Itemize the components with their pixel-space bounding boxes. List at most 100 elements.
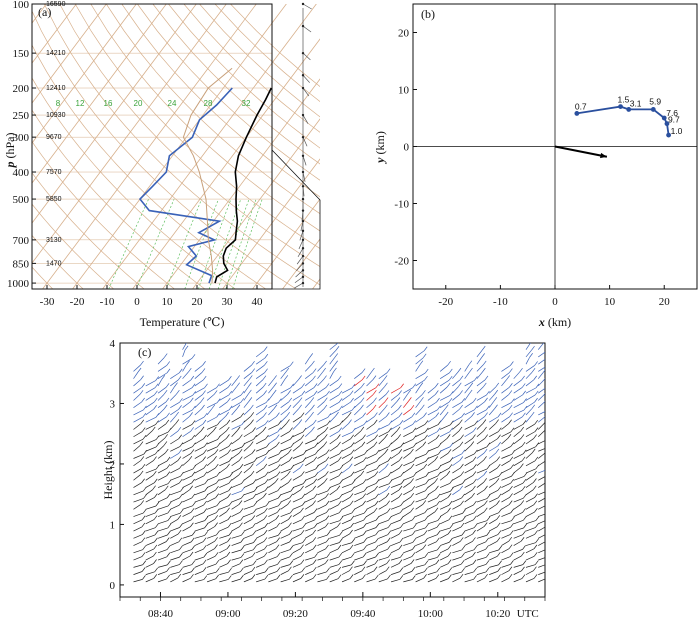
skewt-y-tick-label: 200 [13, 83, 30, 95]
profile-wind-barb [538, 549, 545, 554]
wind-profile-frame [119, 342, 546, 598]
profile-wind-barb [439, 453, 449, 459]
profile-wind-barb [255, 350, 265, 358]
profile-wind-barb [525, 401, 535, 409]
profile-wind-barb [452, 483, 463, 488]
profile-wind-barb [268, 453, 279, 459]
profile-wind-barb [378, 416, 387, 423]
profile-wind-barb [378, 386, 385, 394]
profile-wind-barb [219, 541, 228, 546]
profile-wind-barb-flag [326, 420, 331, 425]
profile-wind-barb [317, 430, 326, 438]
profile-wind-barb [427, 497, 438, 503]
profile-wind-barb [292, 423, 300, 430]
profile-wind-barb-flag [447, 544, 452, 550]
profile-wind-barb [231, 452, 240, 459]
profile-wind-barb [255, 467, 265, 474]
profile-wind-barb-flag [497, 434, 501, 439]
profile-wind-barb-flag [252, 545, 257, 551]
profile-wind-barb [464, 563, 474, 568]
profile-wind-barb-flag [325, 493, 329, 498]
hodograph-point [650, 107, 656, 112]
profile-wind-barb-flag [327, 413, 332, 418]
profile-wind-barb [182, 526, 191, 532]
profile-wind-barb-flag [300, 574, 305, 579]
hodograph-point [618, 104, 623, 109]
profile-wind-barb [219, 409, 230, 416]
profile-wind-barb [439, 504, 450, 510]
profile-wind-barb [255, 490, 266, 496]
profile-wind-barb [133, 512, 144, 517]
profile-wind-barb-flag [361, 566, 366, 572]
profile-wind-barb-flag [240, 567, 244, 572]
profile-wind-barb-flag [462, 509, 466, 514]
profile-wind-barb [329, 570, 338, 575]
profile-wind-barb-flag [200, 397, 205, 402]
profile-wind-barb-flag [347, 412, 352, 417]
profile-wind-barb [133, 453, 144, 459]
profile-wind-barb [354, 570, 363, 575]
profile-wind-barb [415, 453, 427, 459]
profile-wind-barb [427, 394, 436, 401]
profile-wind-barb [157, 393, 165, 401]
profile-wind-barb [280, 526, 289, 532]
profile-wind-barb-flag [338, 471, 343, 477]
profile-wind-barb [280, 564, 290, 568]
profile-wind-barb-flag [155, 449, 159, 455]
profile-wind-barb [501, 365, 511, 372]
profile-wind-barb-flag [521, 486, 526, 491]
profile-wind-barb [440, 571, 449, 575]
profile-wind-barb [280, 490, 291, 496]
profile-wind-barb [501, 556, 511, 561]
profile-wind-barb-flag [400, 515, 404, 521]
profile-wind-barb-flag [302, 538, 306, 543]
profile-wind-barb [256, 526, 265, 532]
profile-wind-barb-flag [289, 530, 293, 535]
profile-wind-barb [378, 556, 389, 561]
profile-wind-barb [439, 438, 448, 445]
profile-wind-barb [280, 401, 289, 408]
profile-wind-barb [439, 415, 446, 423]
wind-barb [294, 282, 304, 289]
profile-wind-barb [415, 548, 424, 554]
profile-wind-barb [329, 548, 339, 554]
profile-wind-barb-flag [276, 412, 280, 417]
profile-wind-barb [538, 416, 545, 423]
profile-wind-barb [341, 570, 350, 575]
profile-wind-barb-flag [166, 456, 171, 462]
profile-wind-barb [206, 534, 217, 539]
profile-wind-barb-flag [228, 479, 233, 484]
profile-wind-barb [501, 379, 508, 387]
profile-wind-barb-flag [191, 493, 196, 499]
profile-wind-barb-flag [167, 501, 172, 507]
profile-wind-barb [231, 446, 243, 452]
profile-wind-barb [280, 438, 291, 445]
profile-wind-barb [341, 526, 351, 532]
profile-wind-barb [439, 364, 448, 372]
profile-wind-barb-flag [314, 553, 318, 558]
profile-wind-barb [489, 518, 497, 525]
profile-wind-barb [219, 548, 228, 554]
profile-wind-barb-flag [302, 427, 307, 433]
profile-wind-barb-flag [154, 390, 158, 395]
profile-wind-barb-flag [496, 515, 501, 520]
profile-wind-barb-flag [484, 573, 488, 579]
skewt-y-tick-label: 250 [13, 110, 30, 122]
profile-wind-barb [476, 364, 484, 372]
profile-wind-barb-flag [469, 382, 474, 387]
profile-wind-barb-flag [178, 449, 182, 454]
profile-wind-barb [415, 556, 425, 561]
profile-wind-barb [157, 483, 169, 488]
profile-wind-barb-flag [322, 367, 326, 373]
profile-wind-barb [292, 454, 304, 459]
profile-wind-barb [256, 505, 267, 510]
profile-wind-barb-flag [276, 522, 281, 528]
profile-wind-barb-flag [424, 368, 429, 374]
profile-wind-barb [292, 438, 302, 445]
profile-wind-barb [305, 570, 314, 575]
profile-wind-barb [133, 371, 139, 379]
mixing-ratio-line [225, 198, 257, 289]
profile-wind-barb [341, 483, 353, 488]
profile-wind-barb [255, 372, 265, 379]
